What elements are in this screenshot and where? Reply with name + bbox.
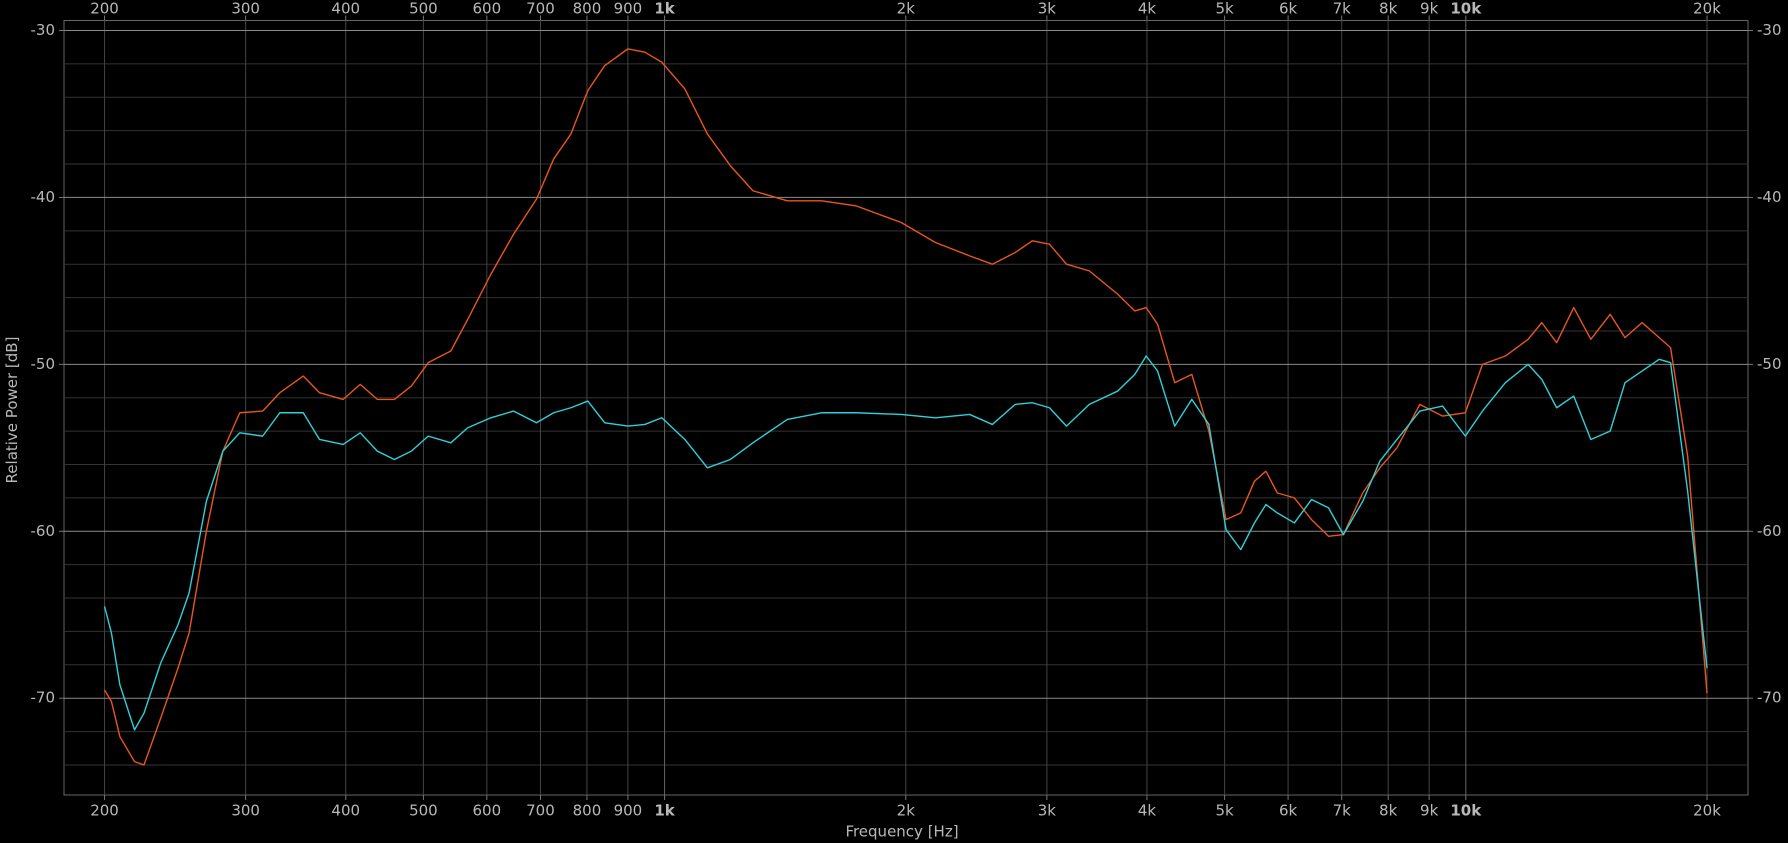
y-tick-label: -40	[1757, 188, 1782, 206]
x-tick-label: 10k	[1450, 0, 1482, 18]
x-tick-label: 10k	[1450, 802, 1482, 820]
x-tick-label: 500	[409, 802, 438, 820]
x-tick-label: 7k	[1333, 0, 1352, 18]
y-tick-label: -60	[31, 522, 56, 540]
x-tick-label: 4k	[1138, 802, 1157, 820]
y-tick-label: -30	[31, 21, 56, 39]
x-tick-label: 900	[614, 0, 643, 18]
y-tick-label: -40	[31, 188, 56, 206]
x-tick-label: 9k	[1420, 802, 1439, 820]
x-tick-label: 20k	[1693, 0, 1721, 18]
x-tick-label: 3k	[1038, 0, 1057, 18]
x-tick-label: 300	[231, 802, 260, 820]
x-tick-label: 8k	[1379, 802, 1398, 820]
x-tick-label: 9k	[1420, 0, 1439, 18]
x-tick-label: 2k	[897, 0, 916, 18]
x-tick-label: 600	[473, 0, 502, 18]
x-tick-label: 1k	[654, 802, 675, 820]
x-tick-label: 400	[331, 802, 360, 820]
y-tick-label: -70	[31, 689, 56, 707]
x-tick-label: 6k	[1279, 0, 1298, 18]
x-tick-label: 2k	[897, 802, 916, 820]
x-tick-label: 1k	[654, 0, 675, 18]
x-tick-label: 5k	[1216, 802, 1235, 820]
x-tick-label: 700	[526, 0, 555, 18]
x-tick-label: 20k	[1693, 802, 1721, 820]
x-tick-label: 400	[331, 0, 360, 18]
x-tick-label: 800	[573, 802, 602, 820]
series-line	[103, 48, 1708, 766]
y-tick-label: -30	[1757, 21, 1782, 39]
x-tick-label: 4k	[1138, 0, 1157, 18]
x-tick-label: 3k	[1038, 802, 1057, 820]
x-tick-label: 8k	[1379, 0, 1398, 18]
x-tick-label: 6k	[1279, 802, 1298, 820]
series-line	[103, 355, 1708, 731]
x-axis-title: Frequency [Hz]	[845, 823, 958, 841]
y-tick-label: -60	[1757, 522, 1782, 540]
y-tick-label: -50	[31, 355, 56, 373]
x-tick-label: 500	[409, 0, 438, 18]
y-axis-title: Relative Power [dB]	[3, 337, 21, 484]
x-tick-label: 900	[614, 802, 643, 820]
x-tick-label: 200	[90, 0, 119, 18]
x-tick-label: 800	[573, 0, 602, 18]
y-tick-label: -50	[1757, 355, 1782, 373]
x-tick-label: 700	[526, 802, 555, 820]
x-tick-label: 600	[473, 802, 502, 820]
x-tick-label: 5k	[1216, 0, 1235, 18]
x-tick-label: 200	[90, 802, 119, 820]
y-tick-label: -70	[1757, 689, 1782, 707]
x-tick-label: 7k	[1333, 802, 1352, 820]
x-tick-label: 300	[231, 0, 260, 18]
